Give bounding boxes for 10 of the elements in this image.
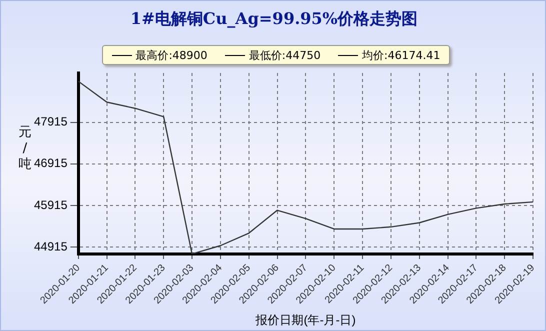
y-tick-label: 45915 xyxy=(34,198,68,212)
chart-title: 1#电解铜Cu_Ag=99.95%价格走势图 xyxy=(129,9,419,30)
text: 均价:46174.41 xyxy=(338,48,440,62)
text: 最高价:48900 xyxy=(112,48,208,62)
y-axis-title: 元/吨 xyxy=(18,125,32,173)
y-tick-label: 46915 xyxy=(34,156,68,170)
text: 最低价:44750 xyxy=(224,48,321,62)
y-tick-label: 44915 xyxy=(34,239,68,254)
y-tick-label: 47915 xyxy=(34,114,68,129)
x-axis-title: 报价日期(年-月-日) xyxy=(254,313,356,328)
